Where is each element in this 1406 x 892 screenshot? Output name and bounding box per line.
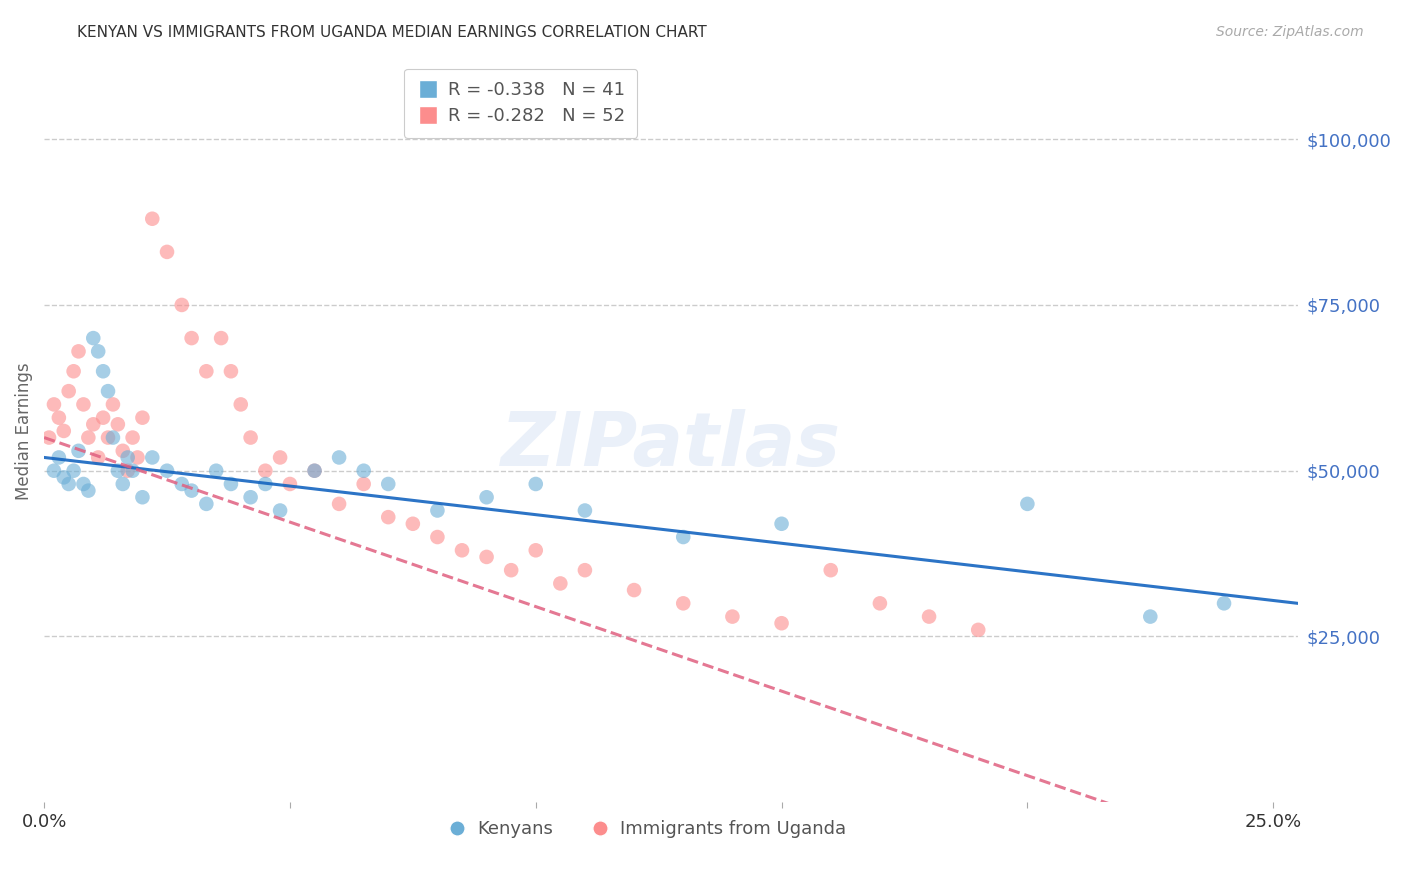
Point	[121, 431, 143, 445]
Point	[353, 464, 375, 478]
Point	[770, 616, 793, 631]
Point	[111, 443, 134, 458]
Point	[48, 450, 70, 465]
Point	[918, 609, 941, 624]
Point	[219, 477, 242, 491]
Point	[97, 384, 120, 399]
Point	[117, 450, 139, 465]
Point	[304, 464, 326, 478]
Y-axis label: Median Earnings: Median Earnings	[15, 362, 32, 500]
Point	[141, 450, 163, 465]
Point	[131, 410, 153, 425]
Point	[254, 464, 277, 478]
Point	[967, 623, 990, 637]
Point	[451, 543, 474, 558]
Point	[820, 563, 842, 577]
Point	[67, 344, 90, 359]
Point	[82, 331, 104, 345]
Point	[42, 464, 65, 478]
Point	[475, 490, 498, 504]
Point	[377, 510, 399, 524]
Point	[195, 364, 218, 378]
Point	[426, 530, 449, 544]
Point	[501, 563, 523, 577]
Point	[91, 364, 114, 378]
Point	[475, 549, 498, 564]
Point	[180, 331, 202, 345]
Point	[672, 530, 695, 544]
Point	[328, 450, 350, 465]
Point	[42, 397, 65, 411]
Point	[180, 483, 202, 498]
Point	[170, 298, 193, 312]
Point	[58, 384, 80, 399]
Point	[574, 563, 596, 577]
Point	[52, 424, 75, 438]
Point	[87, 450, 110, 465]
Point	[72, 397, 94, 411]
Point	[107, 464, 129, 478]
Point	[239, 431, 262, 445]
Point	[67, 443, 90, 458]
Point	[524, 477, 547, 491]
Point	[107, 417, 129, 432]
Point	[101, 397, 124, 411]
Point	[269, 503, 291, 517]
Point	[328, 497, 350, 511]
Point	[869, 596, 891, 610]
Point	[269, 450, 291, 465]
Point	[111, 477, 134, 491]
Point	[131, 490, 153, 504]
Point	[117, 464, 139, 478]
Point	[574, 503, 596, 517]
Point	[278, 477, 301, 491]
Point	[770, 516, 793, 531]
Point	[170, 477, 193, 491]
Point	[377, 477, 399, 491]
Point	[91, 410, 114, 425]
Point	[127, 450, 149, 465]
Point	[1139, 609, 1161, 624]
Point	[550, 576, 572, 591]
Point	[1017, 497, 1039, 511]
Point	[229, 397, 252, 411]
Point	[77, 483, 100, 498]
Point	[52, 470, 75, 484]
Point	[209, 331, 232, 345]
Point	[254, 477, 277, 491]
Point	[101, 431, 124, 445]
Point	[87, 344, 110, 359]
Point	[524, 543, 547, 558]
Point	[38, 431, 60, 445]
Point	[721, 609, 744, 624]
Point	[72, 477, 94, 491]
Point	[121, 464, 143, 478]
Point	[426, 503, 449, 517]
Point	[1213, 596, 1236, 610]
Legend: Kenyans, Immigrants from Uganda: Kenyans, Immigrants from Uganda	[439, 813, 853, 846]
Text: ZIPatlas: ZIPatlas	[501, 409, 841, 483]
Point	[402, 516, 425, 531]
Point	[141, 211, 163, 226]
Point	[62, 464, 84, 478]
Point	[62, 364, 84, 378]
Point	[672, 596, 695, 610]
Point	[623, 583, 645, 598]
Point	[82, 417, 104, 432]
Point	[97, 431, 120, 445]
Point	[353, 477, 375, 491]
Point	[156, 244, 179, 259]
Point	[219, 364, 242, 378]
Text: KENYAN VS IMMIGRANTS FROM UGANDA MEDIAN EARNINGS CORRELATION CHART: KENYAN VS IMMIGRANTS FROM UGANDA MEDIAN …	[77, 25, 707, 40]
Point	[304, 464, 326, 478]
Point	[205, 464, 228, 478]
Point	[195, 497, 218, 511]
Point	[239, 490, 262, 504]
Point	[77, 431, 100, 445]
Point	[58, 477, 80, 491]
Point	[48, 410, 70, 425]
Text: Source: ZipAtlas.com: Source: ZipAtlas.com	[1216, 25, 1364, 39]
Point	[156, 464, 179, 478]
